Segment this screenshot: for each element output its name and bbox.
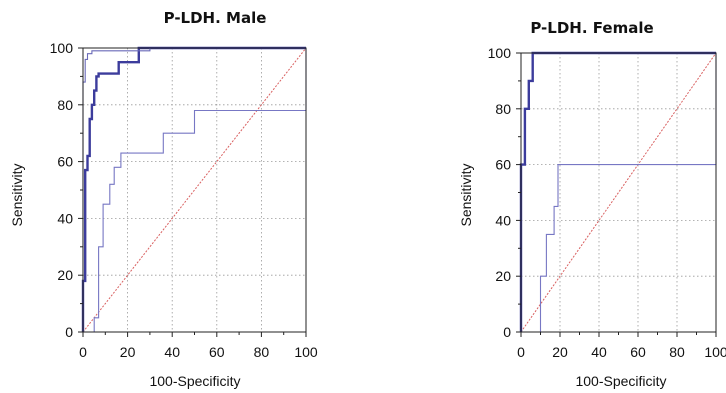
- y-tick-label: 60: [57, 154, 73, 170]
- y-tick-label: 0: [65, 324, 73, 340]
- y-axis-label: Sensitivity: [458, 163, 474, 226]
- female-roc-panel: P-LDH. Female 100-Specificity Sensitivit…: [458, 19, 726, 389]
- y-tick-label: 0: [503, 324, 511, 340]
- plot-area: 0 20 40 60 80 100 0 20 40 60 80 100: [50, 40, 318, 360]
- y-tick-label: 20: [57, 267, 73, 283]
- plot-area: 0 20 40 60 80 100 0 20 40 60 80 100: [488, 45, 726, 360]
- y-tick-label: 60: [495, 157, 511, 173]
- x-tick-label: 0: [517, 344, 525, 360]
- x-tick-label: 40: [164, 344, 180, 360]
- x-axis-label: 100-Specificity: [575, 373, 666, 389]
- y-tick-label: 80: [495, 101, 511, 117]
- y-tick-label: 40: [495, 212, 511, 228]
- roc-curve-line: [81, 46, 306, 332]
- roc-curve-line: [521, 53, 717, 333]
- y-tick-label: 40: [57, 210, 73, 226]
- x-tick-label: 0: [79, 344, 87, 360]
- y-tick-label: 20: [495, 268, 511, 284]
- roc-curve-line: [519, 51, 716, 332]
- chart-title: P-LDH. Male: [164, 9, 267, 27]
- y-tick-label: 80: [57, 97, 73, 113]
- x-tick-label: 60: [630, 344, 646, 360]
- y-tick-label: 100: [488, 45, 512, 61]
- x-tick-label: 20: [120, 344, 136, 360]
- roc-curve-line: [83, 48, 307, 333]
- x-tick-label: 40: [591, 344, 607, 360]
- y-axis-label: Sensitivity: [9, 163, 25, 226]
- roc-curve-line: [82, 47, 306, 332]
- x-tick-label: 80: [669, 344, 685, 360]
- male-roc-panel: P-LDH. Male 100-Specificity Sensitivity …: [9, 9, 318, 389]
- chart-title: P-LDH. Female: [530, 19, 653, 37]
- x-axis-label: 100-Specificity: [149, 373, 240, 389]
- x-tick-label: 100: [294, 344, 318, 360]
- x-tick-label: 80: [254, 344, 270, 360]
- x-tick-label: 100: [704, 344, 726, 360]
- x-tick-label: 20: [552, 344, 568, 360]
- reference-diagonal-line: [520, 52, 717, 333]
- x-tick-label: 60: [209, 344, 225, 360]
- y-tick-label: 100: [50, 40, 74, 56]
- reference-diagonal-line: [82, 47, 307, 333]
